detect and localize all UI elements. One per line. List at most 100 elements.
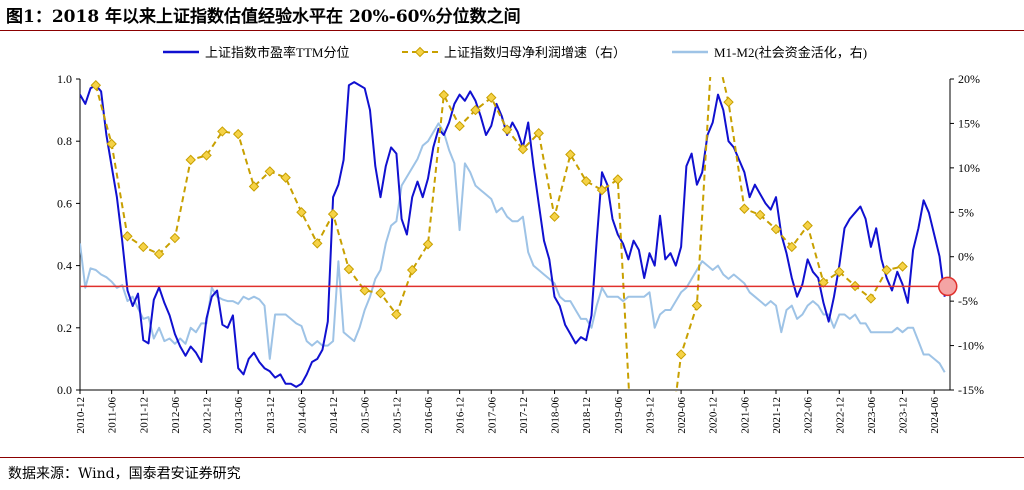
y-right-tick-label: 5%	[958, 205, 974, 219]
y-left-tick-label: 0.2	[57, 321, 72, 335]
series-2-marker	[580, 175, 592, 187]
series-2-marker	[517, 143, 529, 155]
x-tick-label: 2018-12	[581, 397, 593, 434]
y-right-tick-label: -15%	[958, 383, 984, 397]
highlight-marker	[937, 276, 958, 297]
series-2-marker	[470, 104, 481, 116]
series-2-marker	[549, 211, 560, 222]
figure-title: 图1：2018 年以来上证指数估值经验水平在 20%-60%分位数之间	[6, 7, 521, 27]
x-tick-label: 2021-06	[739, 397, 751, 434]
series-2-marker	[90, 80, 102, 91]
series-2-marker	[106, 138, 117, 150]
series-2-marker	[691, 300, 703, 311]
x-tick-label: 2016-06	[423, 397, 435, 434]
x-tick-label: 2022-12	[834, 397, 846, 434]
x-tick-label: 2010-12	[75, 397, 87, 434]
series-2-marker	[438, 89, 450, 101]
y-left-tick-label: 0.0	[57, 383, 72, 397]
series-2-marker	[359, 285, 370, 296]
x-tick-label: 2013-12	[265, 397, 277, 434]
series-2-marker	[343, 263, 355, 275]
series-2-marker	[565, 149, 576, 160]
chart: 上证指数市盈率TTM分位 上证指数归母净利润增速（右） M1-M2(社会资金活化，右…	[57, 45, 984, 434]
series-2-marker	[248, 181, 260, 192]
series-2-marker	[327, 208, 339, 220]
series-2-marker	[312, 238, 323, 249]
y-right-tick-label: -10%	[958, 339, 984, 353]
series-2-marker	[422, 239, 434, 250]
series-2-marker	[138, 241, 149, 253]
x-tick-label: 2016-12	[455, 397, 467, 434]
plot-area	[80, 77, 958, 392]
series-2-marker	[391, 309, 402, 320]
x-tick-label: 2019-12	[644, 397, 656, 434]
series-2-marker	[185, 154, 196, 166]
x-tick-label: 2011-06	[107, 397, 119, 434]
x-tick-label: 2023-06	[866, 397, 878, 434]
series-2-marker	[802, 220, 813, 231]
legend-label-3: M1-M2(社会资金活化，右)	[714, 45, 867, 60]
series-2-marker	[201, 150, 212, 161]
x-tick-label: 2015-06	[360, 397, 372, 434]
series-2-marker	[897, 261, 908, 272]
x-tick-label: 2023-12	[898, 397, 910, 434]
series-2-marker	[122, 231, 133, 242]
series-2-marker	[296, 207, 307, 218]
x-tick-label: 2018-06	[550, 397, 562, 434]
y-right-tick-label: 0%	[958, 250, 974, 264]
x-tick-label: 2014-06	[296, 397, 308, 434]
series-2-marker	[232, 128, 244, 140]
y-left-tick-label: 0.8	[57, 134, 72, 148]
y-left-tick-label: 0.4	[57, 259, 72, 273]
series-2-marker	[169, 232, 181, 244]
x-tick-label: 2017-06	[486, 397, 498, 434]
series-2-marker	[375, 287, 386, 299]
series-2-marker	[754, 209, 766, 221]
series-2-marker	[612, 174, 624, 185]
x-tick-label: 2011-12	[138, 397, 150, 433]
x-tick-label: 2012-12	[202, 397, 214, 434]
x-tick-label: 2015-12	[391, 397, 403, 434]
series-layer	[80, 77, 946, 392]
x-tick-label: 2012-06	[170, 397, 182, 434]
series-2-marker	[501, 124, 513, 135]
series-2-marker	[739, 203, 750, 214]
series-line-2	[94, 77, 903, 392]
y-left-tick-label: 0.6	[57, 196, 72, 210]
legend-label-2: 上证指数归母净利润增速（右）	[444, 45, 626, 60]
series-2-marker	[675, 349, 687, 360]
series-2-marker	[217, 126, 228, 137]
series-2-marker	[834, 266, 845, 278]
y-left-tick-label: 1.0	[57, 72, 72, 86]
x-tick-label: 2019-06	[613, 397, 625, 434]
series-2-marker	[264, 166, 276, 177]
series-2-marker	[153, 248, 165, 260]
series-line-1	[80, 81, 946, 388]
source-note: 数据来源：Wind，国泰君安证券研究	[8, 466, 241, 482]
x-tick-label: 2013-06	[233, 397, 245, 434]
x-tick-label: 2021-12	[771, 397, 783, 434]
series-2-marker	[786, 241, 798, 253]
series-2-marker	[533, 127, 544, 139]
x-tick-label: 2020-06	[676, 397, 688, 434]
x-tick-label: 2020-12	[708, 397, 720, 434]
title-divider	[0, 30, 1024, 31]
x-tick-label: 2024-06	[929, 397, 941, 434]
series-2-marker	[596, 184, 608, 196]
y-right-tick-label: 10%	[958, 161, 980, 175]
legend: 上证指数市盈率TTM分位 上证指数归母净利润增速（右） M1-M2(社会资金活化，右…	[163, 45, 867, 60]
x-tick-label: 2014-12	[328, 397, 340, 434]
series-2-marker	[454, 120, 465, 132]
series-2-marker	[406, 264, 418, 276]
series-2-marker	[770, 223, 782, 235]
series-2-marker	[723, 96, 734, 108]
y-right-tick-label: 20%	[958, 72, 980, 86]
series-2-marker	[865, 293, 877, 304]
series-2-marker	[881, 264, 892, 276]
chart-axes: 0.0 0.2 0.4 0.6 0.8 1.0 -15% -10% -5% 0% 5% 10% 15% 2…	[57, 72, 984, 434]
series-line-3	[80, 122, 946, 373]
legend-marker	[414, 46, 426, 58]
series-2-marker	[280, 172, 291, 183]
x-tick-label: 2022-06	[803, 397, 815, 434]
y-right-tick-label: 15%	[958, 116, 980, 130]
